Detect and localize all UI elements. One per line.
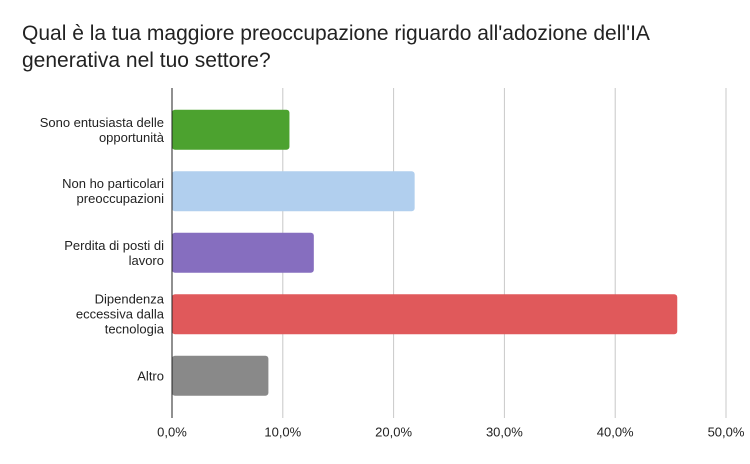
x-tick-label: 10,0%: [264, 424, 301, 439]
bar: [172, 171, 415, 212]
x-tick-label: 20,0%: [375, 424, 412, 439]
x-tick-label: 40,0%: [597, 424, 634, 439]
bar: [172, 109, 290, 150]
bar: [172, 232, 314, 273]
chart-title: Qual è la tua maggiore preoccupazione ri…: [22, 22, 649, 72]
x-tick-label: 50,0%: [708, 424, 745, 439]
category-label: Non ho particolari preoccupazioni: [62, 176, 164, 207]
bar: [172, 355, 269, 396]
category-label: Altro: [137, 368, 164, 384]
bar: [172, 294, 678, 335]
x-tick-label: 30,0%: [486, 424, 523, 439]
x-tick-label: 0,0%: [157, 424, 187, 439]
category-label: Perdita di posti di lavoro: [64, 237, 164, 268]
category-label: Dipendenza eccessiva dalla tecnologia: [75, 291, 164, 337]
category-label: Sono entusiasta delle opportunità: [39, 114, 164, 145]
